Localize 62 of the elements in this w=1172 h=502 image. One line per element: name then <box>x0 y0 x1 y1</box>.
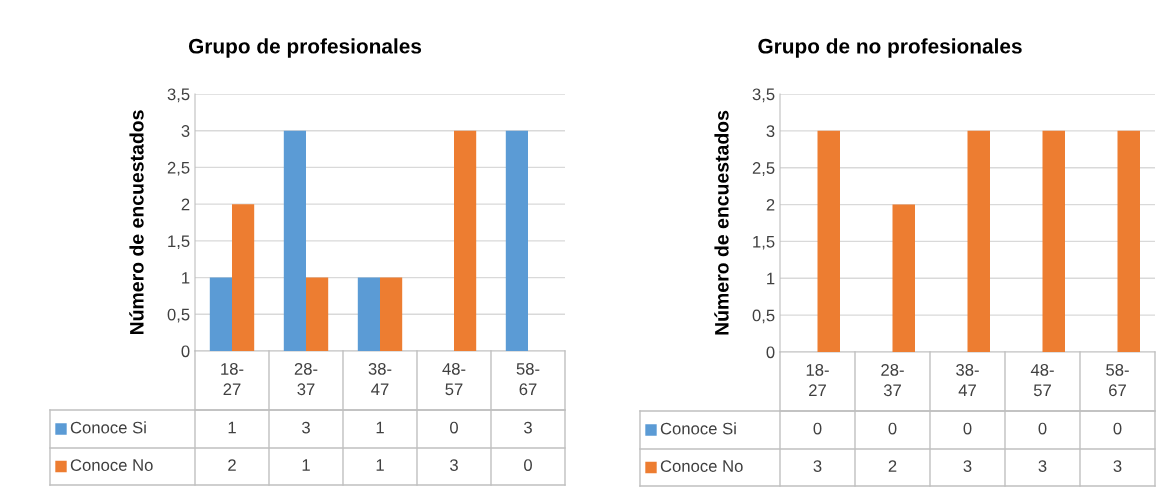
x-tick-label: 38-47 <box>368 362 392 395</box>
y-tick-label: 3,5 <box>167 88 190 103</box>
legend-label: Conoce Si <box>660 422 736 435</box>
data-label: 3 <box>450 459 458 471</box>
data-label: 1 <box>376 421 384 434</box>
x-tick-label: 28-37 <box>881 363 904 397</box>
y-tick-label: 1,5 <box>168 235 190 250</box>
data-label: 3 <box>1113 460 1122 472</box>
bar <box>380 277 403 351</box>
y-tick-label: 3 <box>181 125 190 137</box>
data-label: 0 <box>963 422 972 435</box>
bar <box>209 277 232 351</box>
bar <box>505 130 528 351</box>
data-label: 0 <box>813 422 822 435</box>
x-tick-label: 28-37 <box>294 362 318 396</box>
bar <box>357 277 380 351</box>
data-label: 0 <box>450 421 458 434</box>
y-tick-label: 2,5 <box>167 161 190 176</box>
data-label: 0 <box>888 422 897 435</box>
x-tick-label: 18-27 <box>806 363 829 396</box>
legend-label: Conoce No <box>660 460 743 472</box>
x-tick-label: 48-57 <box>442 362 466 396</box>
y-tick-label: 0,5 <box>752 309 775 324</box>
data-label: 1 <box>376 459 384 471</box>
data-label: 3 <box>963 460 972 472</box>
bar <box>454 130 477 351</box>
data-label: 3 <box>813 460 822 472</box>
data-label: 0 <box>1113 422 1122 435</box>
data-label: 2 <box>888 460 897 472</box>
x-tick-label: 58-67 <box>1106 363 1129 397</box>
y-tick-label: 2 <box>181 198 190 211</box>
y-tick-label: 2,5 <box>752 162 775 176</box>
x-tick-label: 58-67 <box>516 362 540 396</box>
data-label: 3 <box>302 421 310 434</box>
chart-title: Grupo de profesionales <box>188 38 422 58</box>
x-tick-label: 48-57 <box>1030 363 1054 397</box>
y-tick-label: 3,5 <box>752 88 775 103</box>
data-label: 1 <box>302 459 310 471</box>
y-tick-label: 3 <box>766 125 775 138</box>
y-axis-title: Número de encuestados <box>714 110 729 335</box>
x-tick-label: 38-47 <box>956 363 979 396</box>
x-tick-label: 18-27 <box>221 362 244 395</box>
y-tick-label: 1,5 <box>753 236 775 250</box>
data-label: 1 <box>228 421 236 434</box>
y-tick-label: 0,5 <box>167 308 190 323</box>
y-axis-title: Número de encuestados <box>129 110 144 335</box>
data-label: 3 <box>524 421 532 434</box>
bar <box>232 204 255 351</box>
y-tick-label: 0 <box>181 345 190 358</box>
y-tick-label: 1 <box>767 272 775 285</box>
data-label: 2 <box>228 459 236 471</box>
bar <box>306 277 329 351</box>
data-label: 3 <box>1038 460 1047 472</box>
chart-title: Grupo de no profesionales <box>758 38 1022 58</box>
legend-label: Conoce No <box>70 459 153 471</box>
bar <box>283 130 306 351</box>
y-tick-label: 2 <box>766 198 775 211</box>
data-label: 0 <box>1038 422 1047 435</box>
data-label: 0 <box>524 459 532 471</box>
y-tick-label: 0 <box>766 346 775 359</box>
legend-label: Conoce Si <box>70 421 146 434</box>
y-tick-label: 1 <box>182 272 190 284</box>
